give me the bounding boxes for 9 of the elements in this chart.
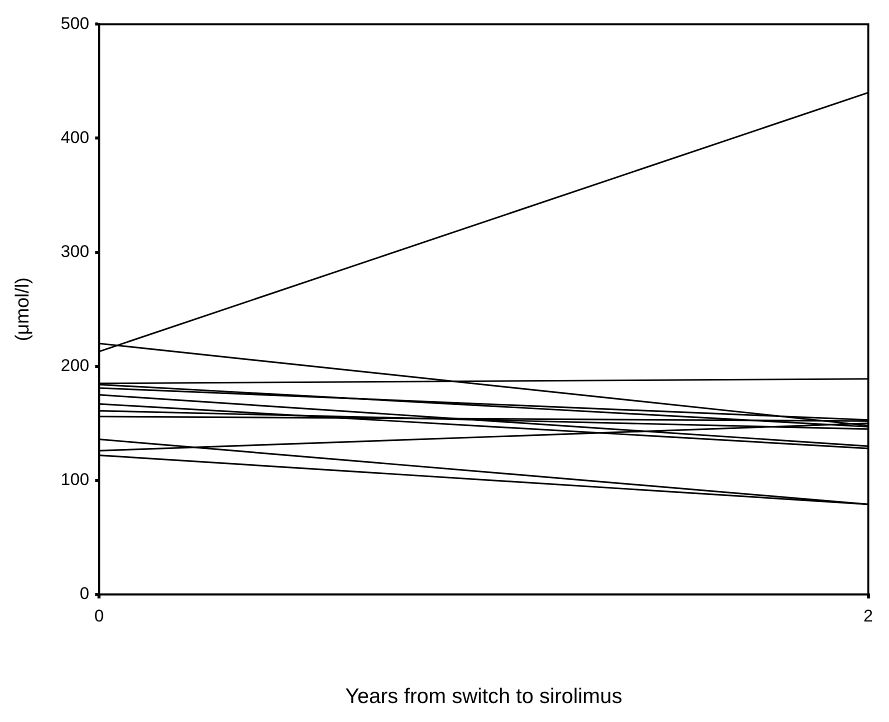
y-tick-label: 200: [60, 356, 90, 376]
y-axis-title: (μmol/l): [12, 277, 34, 342]
y-tick-label: 500: [60, 14, 90, 33]
y-tick-label: 300: [60, 242, 90, 261]
y-tick-label: 400: [60, 128, 90, 147]
x-tick-label: 2: [864, 606, 874, 626]
x-axis-title: Years from switch to sirolimus: [345, 685, 622, 708]
y-tick-label: 100: [60, 470, 90, 490]
y-tick-label: 0: [80, 584, 90, 604]
